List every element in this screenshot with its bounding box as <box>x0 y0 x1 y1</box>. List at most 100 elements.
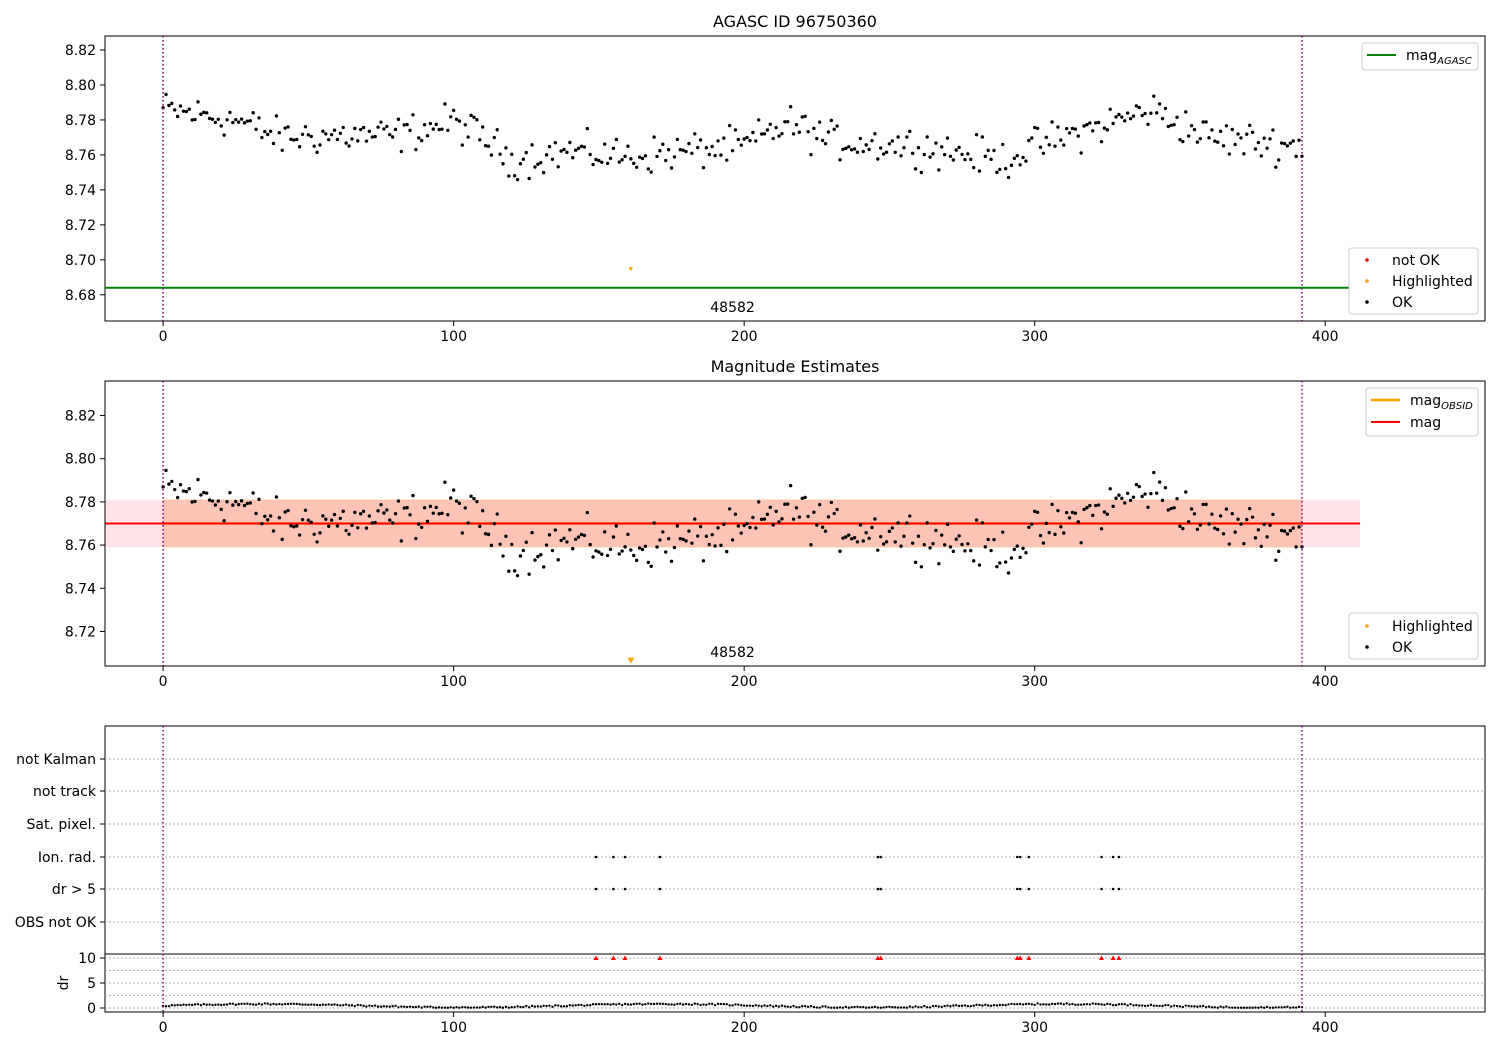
dr-point <box>1013 1002 1016 1006</box>
agasc-point <box>951 158 956 162</box>
agasc-point <box>396 117 401 121</box>
estimates-point <box>1102 510 1107 514</box>
dr-point <box>362 1004 365 1008</box>
flag-marker <box>1027 855 1031 859</box>
estimates-point <box>986 537 990 542</box>
agasc-point <box>454 117 459 121</box>
agasc-point <box>1207 136 1211 140</box>
estimates-point <box>881 542 886 546</box>
estimates-point <box>873 517 877 521</box>
estimates-point <box>861 539 865 543</box>
estimates-point <box>1277 549 1281 554</box>
estimates-point <box>591 555 595 559</box>
agasc-point <box>553 141 558 145</box>
dr-point <box>342 1004 345 1007</box>
agasc-point <box>713 153 717 158</box>
dr-point <box>751 1004 755 1008</box>
estimates-point <box>1003 560 1008 564</box>
agasc-ytick-label-8.8: 8.80 <box>65 78 96 94</box>
estimates-point <box>687 529 691 533</box>
dr-point <box>333 1003 336 1006</box>
dr-point <box>173 1004 176 1007</box>
agasc-point <box>829 118 834 123</box>
estimates-point <box>364 526 369 530</box>
agasc-point <box>187 107 191 111</box>
dr-point <box>902 1006 906 1009</box>
estimates-point <box>1242 542 1246 546</box>
dr-point <box>981 1004 984 1007</box>
agasc-point <box>344 141 348 145</box>
dr-point <box>925 1006 929 1009</box>
dr-point <box>193 1003 197 1006</box>
agasc-point <box>963 157 967 162</box>
dr-point <box>606 1002 609 1006</box>
estimates-point <box>1282 529 1287 533</box>
dr-point <box>1126 1004 1129 1007</box>
dr-point <box>196 1002 200 1006</box>
estimates-point <box>356 526 360 530</box>
estimates-point <box>559 538 563 543</box>
estimates-point <box>791 517 796 521</box>
estimates-point <box>327 524 331 528</box>
dr-point <box>830 1006 833 1009</box>
estimates-point <box>501 554 505 558</box>
dr-point <box>859 1005 862 1009</box>
dr-point <box>594 1003 598 1006</box>
agasc-point <box>271 141 276 146</box>
agasc-point <box>768 122 773 126</box>
dr-point <box>164 1004 168 1008</box>
estimates-point <box>475 499 479 504</box>
estimates-point <box>486 532 491 537</box>
agasc-point <box>632 161 636 166</box>
estimates-point <box>643 544 648 548</box>
estimates-point <box>1125 491 1130 496</box>
dr-point <box>1123 1003 1126 1006</box>
dr-point <box>202 1002 205 1006</box>
agasc-point <box>719 153 723 157</box>
dr-point <box>1178 1005 1182 1008</box>
estimates-point <box>396 499 401 503</box>
flag-marker <box>879 887 883 891</box>
dr-point <box>1097 1002 1100 1006</box>
agasc-point <box>1105 128 1110 132</box>
flag-marker <box>1015 855 1019 859</box>
agasc-point <box>948 154 953 159</box>
dr-point <box>307 1003 310 1007</box>
flag-marker <box>612 855 615 859</box>
dr-point <box>1283 1006 1286 1009</box>
agasc-point <box>440 127 444 131</box>
agasc-point <box>678 148 682 152</box>
flag-marker <box>1117 855 1121 859</box>
dr-point <box>850 1006 853 1009</box>
dr-point <box>908 1005 911 1008</box>
agasc-title: AGASC ID 96750360 <box>713 12 877 31</box>
estimates-point <box>1006 571 1011 575</box>
dr-xtick-label-0: 0 <box>159 1020 168 1036</box>
estimates-point <box>170 479 174 484</box>
estimates-point <box>852 536 857 540</box>
agasc-point <box>905 135 909 139</box>
dr-xtick-label-100: 100 <box>440 1020 467 1036</box>
estimates-point <box>1062 531 1066 535</box>
estimates-point <box>489 543 494 548</box>
agasc-point <box>521 157 526 161</box>
agasc-point <box>806 129 810 134</box>
estimates-point <box>556 558 560 562</box>
dr-point <box>214 1003 217 1006</box>
estimates-point <box>777 520 781 524</box>
dr-clipped-marker <box>1116 955 1122 960</box>
dr-point <box>946 1004 949 1007</box>
agasc-point <box>646 167 650 171</box>
agasc-point <box>1204 120 1208 124</box>
estimates-xtick-label-200: 200 <box>731 674 758 690</box>
dr-point <box>455 1006 458 1009</box>
agasc-xtick-label-100: 100 <box>440 329 467 345</box>
agasc-point <box>716 139 720 143</box>
dr-point <box>464 1006 467 1009</box>
estimates-point <box>245 501 250 506</box>
estimates-point <box>1207 522 1211 526</box>
dr-point <box>1135 1003 1138 1007</box>
dr-point <box>949 1005 952 1008</box>
dr-point <box>783 1005 787 1008</box>
